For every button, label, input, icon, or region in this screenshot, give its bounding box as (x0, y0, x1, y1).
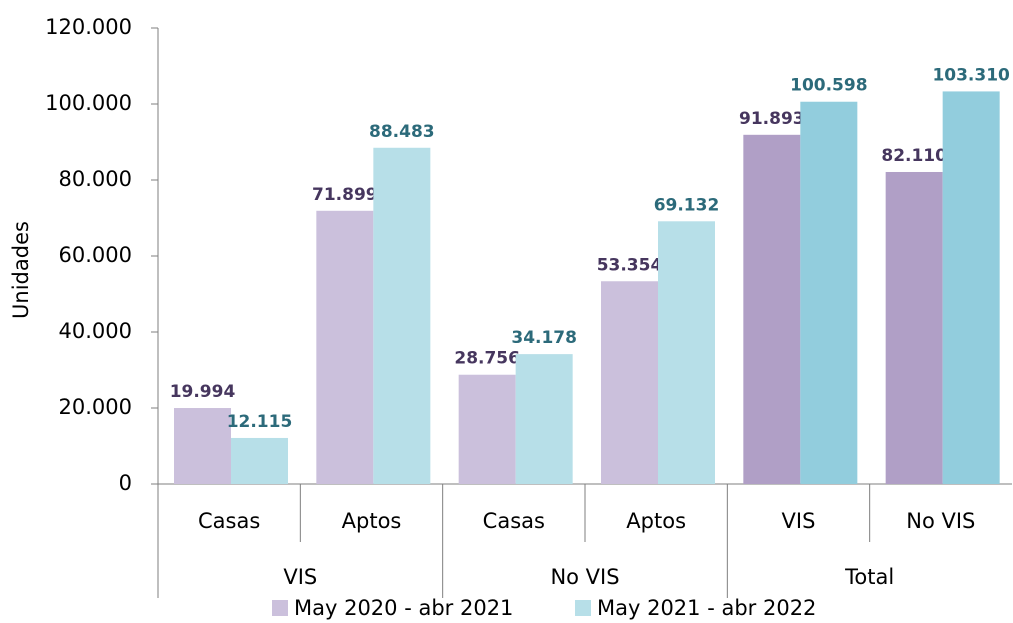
bar (743, 134, 801, 485)
y-tick-label: 20.000 (59, 395, 132, 419)
value-label: 28.756 (454, 349, 520, 369)
value-label: 34.178 (511, 328, 577, 348)
bar (316, 210, 374, 484)
x-tick-label: Casas (483, 509, 545, 533)
y-tick-label: 80.000 (59, 167, 132, 191)
y-tick-label: 40.000 (59, 319, 132, 343)
y-axis-label: Unidades (9, 221, 33, 319)
y-tick-label: 120.000 (45, 15, 132, 39)
value-label: 19.994 (170, 382, 236, 402)
value-label: 69.132 (654, 195, 720, 215)
bar (174, 408, 231, 484)
bar (658, 221, 715, 484)
bar (885, 171, 943, 484)
bar (515, 354, 573, 484)
x-tick-label: Aptos (342, 509, 402, 533)
legend-swatch (575, 600, 591, 616)
y-tick-label: 0 (119, 471, 132, 495)
x-tick-label: Aptos (626, 509, 686, 533)
bar (231, 437, 288, 484)
value-label: 100.598 (790, 76, 867, 96)
value-label: 88.483 (369, 122, 435, 142)
x-tick-label: Casas (198, 509, 260, 533)
group-label: VIS (283, 565, 317, 589)
bar (458, 374, 516, 484)
legend-swatch (272, 600, 288, 616)
value-label: 82.110 (881, 146, 947, 166)
value-label: 103.310 (932, 65, 1010, 85)
value-label: 12.115 (227, 412, 293, 432)
value-label: 53.354 (597, 255, 663, 275)
bar (373, 147, 431, 485)
group-label: No VIS (550, 565, 619, 589)
bar (601, 281, 658, 484)
legend-label: May 2020 - abr 2021 (294, 596, 513, 620)
x-tick-label: No VIS (906, 509, 975, 533)
bar (942, 91, 1000, 484)
y-tick-label: 60.000 (59, 243, 132, 267)
y-tick-label: 100.000 (45, 91, 132, 115)
legend-label: May 2021 - abr 2022 (597, 596, 816, 620)
x-tick-label: VIS (782, 509, 816, 533)
group-label: Total (844, 565, 894, 589)
value-label: 71.899 (312, 185, 378, 205)
value-label: 91.893 (739, 109, 805, 129)
bar (800, 101, 858, 484)
